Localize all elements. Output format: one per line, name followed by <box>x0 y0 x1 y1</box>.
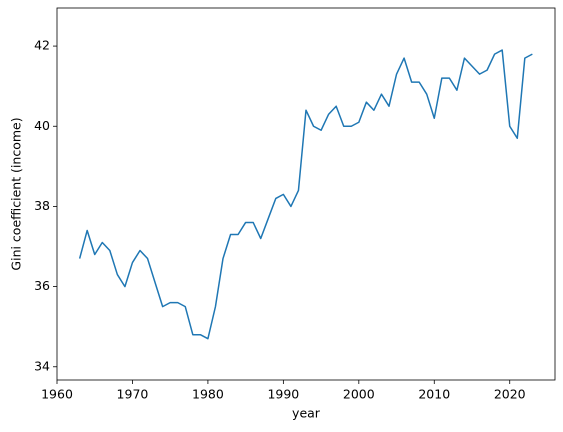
x-tick-label: 1960 <box>41 387 73 402</box>
y-tick-label: 42 <box>34 38 50 53</box>
plot-frame <box>56 7 556 381</box>
x-tick-label: 2000 <box>343 387 375 402</box>
y-tick-label: 40 <box>34 118 50 133</box>
x-tick-label: 2020 <box>494 387 526 402</box>
y-tick-label: 38 <box>34 198 50 213</box>
data-line <box>78 49 533 340</box>
x-tick-label: 1970 <box>117 387 149 402</box>
x-tick-label: 1980 <box>192 387 224 402</box>
y-tick-label: 36 <box>34 278 50 293</box>
y-tick-label: 34 <box>34 358 50 373</box>
x-axis-label: year <box>292 406 321 421</box>
y-axis-label: Gini coefficient (income) <box>9 117 24 270</box>
x-tick-label: 1990 <box>267 387 299 402</box>
x-tick-label: 2010 <box>418 387 450 402</box>
